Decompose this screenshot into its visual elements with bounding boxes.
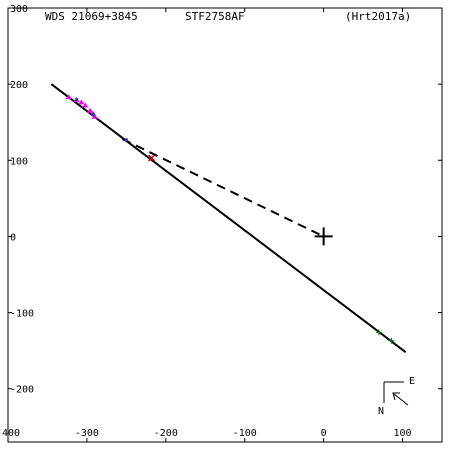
- x-tick-label: 100: [394, 428, 412, 439]
- data-point-triangle: [82, 102, 89, 108]
- y-axis-ticks: -200 -100 0 100 200 300: [8, 4, 442, 396]
- observation-marks: [65, 94, 395, 344]
- header-wds-id: WDS 21069+3845: [45, 10, 138, 23]
- data-point-cross: [148, 154, 156, 162]
- periastron-dashed-line: [121, 138, 325, 238]
- y-tick-label: -200: [10, 385, 34, 396]
- x-tick-label: 0: [321, 428, 327, 439]
- x-tick-label: -400: [0, 428, 20, 439]
- data-point-dot: [124, 138, 128, 142]
- x-tick-label: -100: [233, 428, 257, 439]
- y-tick-label: 300: [10, 4, 28, 15]
- motion-arrow-shaft: [393, 393, 409, 406]
- y-tick-label: 100: [10, 156, 28, 167]
- data-point-dot: [91, 112, 95, 117]
- x-tick-label: -300: [75, 428, 99, 439]
- data-point-plus: [388, 337, 395, 344]
- plot-frame: [7, 7, 443, 443]
- header-reference: (Hrt2017a): [345, 10, 411, 23]
- y-tick-label: 0: [10, 232, 16, 243]
- data-point-plus: [375, 329, 382, 336]
- y-tick-label: -100: [10, 309, 34, 320]
- data-point-triangle: [65, 94, 72, 100]
- data-point-triangle: [91, 113, 98, 119]
- compass-north-label: N: [378, 406, 384, 417]
- orbit-line: [50, 83, 407, 353]
- compass-east-label: E: [409, 376, 415, 387]
- data-point-triangle: [78, 99, 85, 105]
- motion-arrow-icon: [392, 392, 400, 401]
- x-tick-label: -200: [154, 428, 178, 439]
- header-discoverer: STF2758AF: [185, 10, 245, 23]
- primary-star-marker: [314, 227, 333, 246]
- compass: E N: [378, 376, 415, 417]
- x-axis-ticks: -400 -300 -200 -100 0 100: [0, 8, 412, 442]
- y-tick-label: 200: [10, 80, 28, 91]
- data-point-dot: [75, 97, 79, 101]
- primary-star-cross: [314, 227, 333, 246]
- data-point-triangle: [87, 107, 94, 113]
